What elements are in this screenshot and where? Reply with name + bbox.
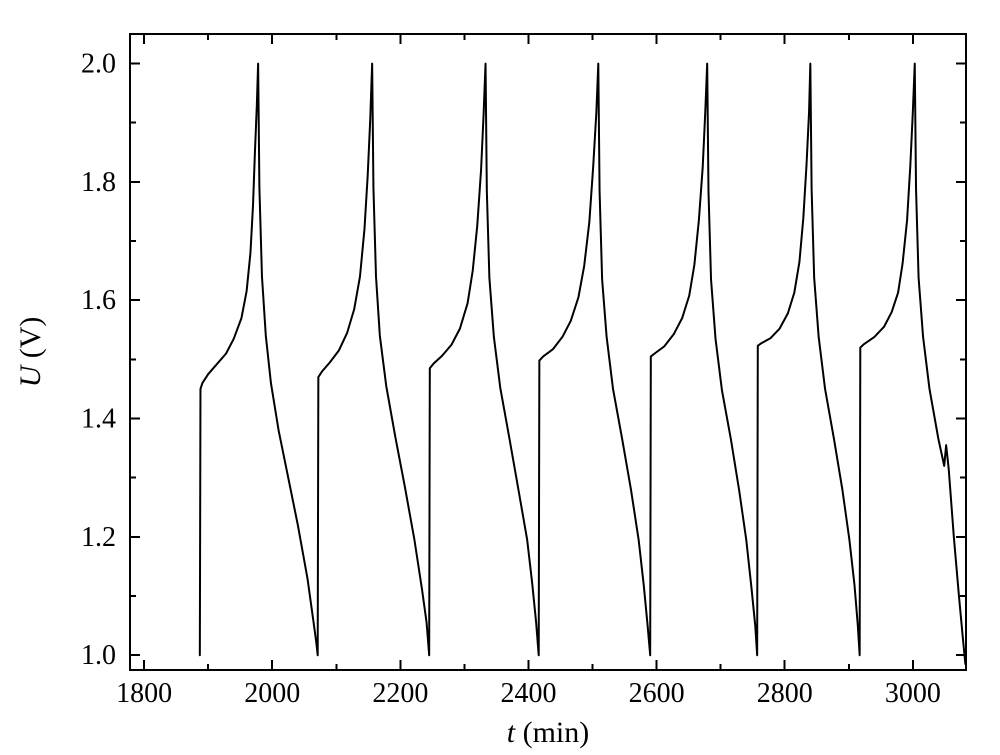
chart-svg: 1800 2000 2200 2400 2600 2800 3000 1.0 1.2 1.4 1.6… (0, 0, 1000, 755)
x-tick-label: 3000 (885, 678, 941, 709)
x-tick-label: 2000 (244, 678, 300, 709)
y-tick-label: 1.2 (81, 522, 116, 553)
y-tick-label: 1.6 (81, 285, 116, 316)
y-axis-label: U (V) (14, 317, 47, 388)
y-tick-label: 1.0 (81, 640, 116, 671)
x-tick-label: 1800 (116, 678, 172, 709)
y-tick-label: 2.0 (81, 49, 116, 80)
x-tick-label: 2400 (500, 678, 556, 709)
y-tick-label: 1.8 (81, 167, 116, 198)
x-tick-label: 2200 (372, 678, 428, 709)
x-tick-label: 2800 (757, 678, 813, 709)
x-tick-label: 2600 (629, 678, 685, 709)
x-axis-label: t (min) (507, 716, 590, 749)
voltage-time-chart: 1800 2000 2200 2400 2600 2800 3000 1.0 1.2 1.4 1.6… (0, 0, 1000, 755)
y-tick-label: 1.4 (81, 404, 116, 435)
